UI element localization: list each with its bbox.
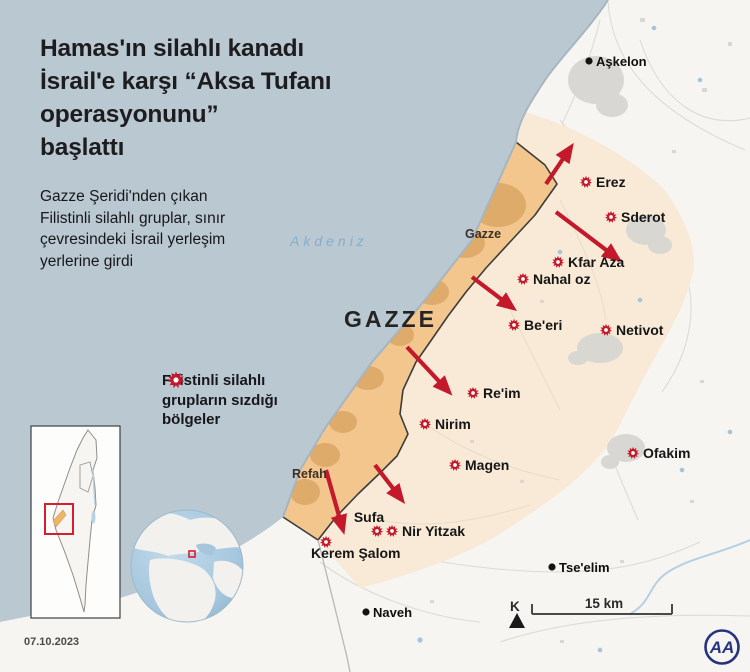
legend-label-line: Filistinli silahlı bbox=[162, 372, 266, 389]
aa-logo-text: AA bbox=[709, 638, 735, 657]
attack-site-label-kerem-alom: Kerem Şalom bbox=[311, 545, 400, 561]
title-line: Hamas'ın silahlı kanadı bbox=[40, 35, 305, 62]
attack-arrow-2 bbox=[554, 210, 623, 263]
north-arrow: K bbox=[509, 599, 525, 628]
attack-arrow-5 bbox=[323, 469, 347, 535]
gaza-highlight-box bbox=[44, 503, 74, 535]
attack-site-label-erez: Erez bbox=[596, 174, 626, 190]
attack-site-label-kfar-aza: Kfar Aza bbox=[568, 254, 624, 270]
city-label-tse-elim: Tse'elim bbox=[559, 560, 610, 575]
page-title: Hamas'ın silahlı kanadı İsrail'e karşı “… bbox=[40, 32, 400, 164]
city-dot-tse-elim bbox=[548, 563, 556, 571]
globe-inset bbox=[130, 509, 244, 623]
subtitle-line: Gazze Şeridi'nden çıkan bbox=[40, 188, 208, 205]
north-label: K bbox=[510, 599, 520, 614]
subtitle-line: Filistinli silahlı gruplar, sınır bbox=[40, 209, 226, 227]
aa-agency-logo: AA bbox=[704, 629, 740, 665]
infiltration-zone bbox=[318, 112, 694, 588]
attack-site-label-sderot: Sderot bbox=[621, 209, 666, 225]
subtitle-line: yerlerine girdi bbox=[40, 252, 134, 270]
sea-area bbox=[0, 0, 608, 622]
attack-site-label-netivot: Netivot bbox=[616, 322, 664, 338]
attack-site-label-nir-yitzak: Nir Yitzak bbox=[402, 523, 465, 539]
header: Hamas'ın silahlı kanadı İsrail'e karşı “… bbox=[40, 32, 400, 272]
egypt-border bbox=[317, 539, 351, 672]
city-label-naveh: Naveh bbox=[373, 605, 412, 620]
cities: Aşkelon Tse'elim Naveh bbox=[362, 54, 647, 620]
city-dot-a-kelon bbox=[585, 57, 593, 65]
area-labels: GAZZE Akdeniz Gazze Refah bbox=[289, 227, 501, 481]
title-line: operasyonunu” bbox=[40, 101, 219, 128]
attack-site-label-ofakim: Ofakim bbox=[643, 445, 690, 461]
city-label-a-kelon: Aşkelon bbox=[596, 54, 647, 69]
legend: Filistinli silahlı grupların sızdığı böl… bbox=[162, 371, 278, 430]
publication-date: 07.10.2023 bbox=[24, 636, 80, 648]
title-line: İsrail'e karşı “Aksa Tufanı bbox=[40, 68, 332, 95]
attack-site-label-nirim: Nirim bbox=[435, 416, 471, 432]
title-line: başlattı bbox=[40, 134, 125, 161]
water-features bbox=[417, 25, 750, 653]
israel-inset-map bbox=[30, 425, 121, 619]
globe-region-box bbox=[188, 550, 196, 558]
attack-site-label-be-eri: Be'eri bbox=[524, 317, 562, 333]
attack-arrows bbox=[323, 142, 623, 535]
attack-burst-icon bbox=[167, 371, 185, 389]
legend-label-line: grupların sızdığı bbox=[162, 391, 278, 409]
attack-arrow-1 bbox=[544, 142, 574, 186]
attack-site-label-re-im: Re'im bbox=[483, 385, 521, 401]
coastline bbox=[282, 0, 609, 518]
attack-site-label-magen: Magen bbox=[465, 457, 509, 473]
subtitle: Gazze Şeridi'nden çıkan Filistinli silah… bbox=[40, 186, 400, 272]
attack-site-label-sufa: Sufa bbox=[354, 509, 385, 525]
attack-arrow-6 bbox=[373, 463, 406, 504]
area-label-gazze: Gazze bbox=[465, 227, 501, 241]
city-dot-naveh bbox=[362, 608, 370, 616]
scale-bar: 15 km bbox=[531, 596, 673, 615]
legend-label-line: bölgeler bbox=[162, 411, 221, 428]
area-label-akdeniz: Akdeniz bbox=[289, 233, 368, 249]
attack-arrow-4 bbox=[405, 345, 453, 396]
area-label-refah: Refah bbox=[292, 467, 327, 481]
attack-site-label-nahal-oz: Nahal oz bbox=[533, 271, 591, 287]
attack-arrow-3 bbox=[470, 275, 518, 312]
area-label-gazze: GAZZE bbox=[344, 306, 437, 332]
subtitle-line: çevresindeki İsrail yerleşim bbox=[40, 231, 226, 248]
scale-label: 15 km bbox=[585, 596, 623, 611]
